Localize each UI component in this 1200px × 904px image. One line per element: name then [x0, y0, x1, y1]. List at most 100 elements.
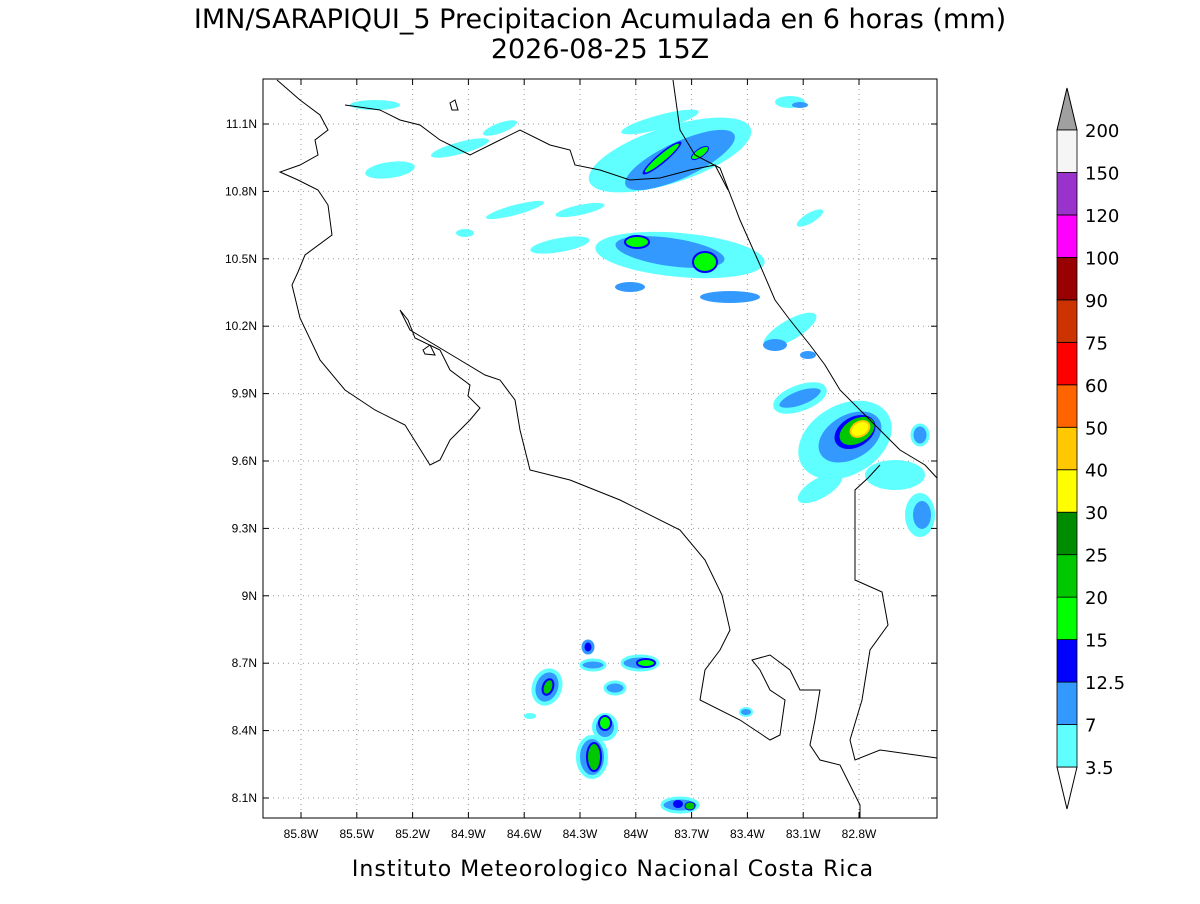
precip-area [530, 236, 590, 254]
precip-area [555, 202, 605, 218]
colorbar-label: 100 [1085, 248, 1119, 269]
lon-label: 85.2W [395, 827, 430, 841]
precip-area [763, 312, 817, 348]
lon-label: 84.6W [507, 827, 542, 841]
nicaragua-border [344, 104, 729, 191]
grid [263, 79, 937, 818]
colorbar-label: 15 [1085, 631, 1108, 652]
colorbar-box [1056, 341, 1078, 386]
precip-area [615, 282, 645, 292]
lat-label: 10.5N [225, 252, 257, 266]
lon-label: 84.9W [451, 827, 486, 841]
precip-area [692, 251, 718, 273]
colorbar-box [1056, 511, 1078, 556]
precip-area [456, 229, 474, 237]
colorbar-label: 7 [1085, 716, 1096, 737]
precip-area [792, 102, 808, 108]
lon-label: 85.8W [284, 827, 319, 841]
colorbar-label: 50 [1085, 418, 1108, 439]
colorbar-box [1056, 426, 1078, 471]
precip-area [800, 351, 816, 359]
lon-label: 85.5W [339, 827, 374, 841]
precipitation-field [350, 96, 935, 814]
island [422, 344, 436, 356]
precip-area [586, 742, 602, 772]
pacific-coast [276, 79, 861, 818]
map-frame [262, 78, 938, 819]
precip-area [865, 460, 925, 490]
lon-label: 83.4W [730, 827, 765, 841]
colorbar-over [1056, 87, 1078, 131]
precip-area [482, 120, 518, 136]
subtitle: 2026-08-25 15Z [491, 34, 709, 65]
precip-area [350, 100, 400, 110]
precip-area [579, 658, 607, 672]
precip-area [739, 707, 753, 717]
colorbar-label: 75 [1085, 333, 1108, 354]
colorbar-box [1056, 469, 1078, 513]
colorbar: 3.5 7 12.5 15 20 25 30 40 50 60 75 90 100 120 150 200 [1056, 87, 1125, 810]
precip-area [598, 715, 612, 731]
colorbar-box [1056, 299, 1078, 343]
lat-label: 9.6N [232, 454, 257, 468]
precip-area [773, 382, 827, 414]
colorbar-box [1056, 256, 1078, 301]
colorbar-box [1056, 639, 1078, 683]
lat-label: 8.7N [232, 656, 257, 670]
precip-area [796, 209, 824, 227]
colorbar-box [1056, 596, 1078, 641]
colorbar-box [1056, 214, 1078, 258]
colorbar-label: 200 [1085, 121, 1119, 142]
precip-area [485, 200, 545, 220]
island [449, 99, 459, 111]
lat-label: 8.1N [232, 791, 257, 805]
lat-label: 10.8N [225, 184, 257, 198]
colorbar-label: 12.5 [1085, 673, 1125, 694]
precip-area [644, 143, 680, 173]
colorbar-label: 60 [1085, 376, 1108, 397]
lat-label: 10.2N [225, 319, 257, 333]
colorbar-box [1056, 384, 1078, 428]
colorbar-label: 3.5 [1085, 758, 1114, 779]
precip-area [625, 129, 735, 191]
colorbar-label: 30 [1085, 503, 1108, 524]
lat-label: 9.9N [232, 387, 257, 401]
precip-area [524, 713, 536, 719]
precip-area [673, 800, 683, 808]
precip-area [603, 680, 627, 696]
colorbar-box [1056, 681, 1078, 725]
colorbar-label: 120 [1085, 206, 1119, 227]
precip-area [910, 423, 930, 447]
colorbar-label: 25 [1085, 546, 1108, 567]
precip-area [684, 801, 696, 811]
precip-area [365, 161, 415, 179]
lon-label: 83.1W [786, 827, 821, 841]
precip-area [624, 235, 650, 249]
panama-border [849, 464, 938, 761]
lon-label: 84.3W [563, 827, 598, 841]
colorbar-under [1056, 766, 1078, 810]
precip-area [636, 658, 656, 668]
precip-area [430, 138, 490, 158]
precip-area [581, 639, 595, 655]
colorbar-label: 40 [1085, 461, 1108, 482]
colorbar-label: 150 [1085, 163, 1119, 184]
colorbar-box [1056, 129, 1078, 173]
lon-label: 82.8W [842, 827, 877, 841]
precip-area [700, 291, 760, 303]
precip-area [913, 501, 931, 529]
precip-area [849, 420, 871, 438]
axes: 11.1N 10.8N 10.5N 10.2N 9.9N 9.6N 9.3N 9N 8.7N 8.… [225, 79, 937, 841]
precip-area [690, 145, 710, 161]
colorbar-box [1056, 724, 1078, 768]
coastlines [276, 79, 938, 818]
precip-area [797, 472, 843, 504]
lat-label: 9.3N [232, 521, 257, 535]
lat-label: 11.1N [226, 117, 257, 131]
footer: Instituto Meteorologico Nacional Costa R… [352, 857, 874, 882]
precip-area [541, 678, 555, 696]
colorbar-box [1056, 554, 1078, 598]
lon-label: 83.7W [674, 827, 709, 841]
lon-label: 84W [623, 827, 648, 841]
